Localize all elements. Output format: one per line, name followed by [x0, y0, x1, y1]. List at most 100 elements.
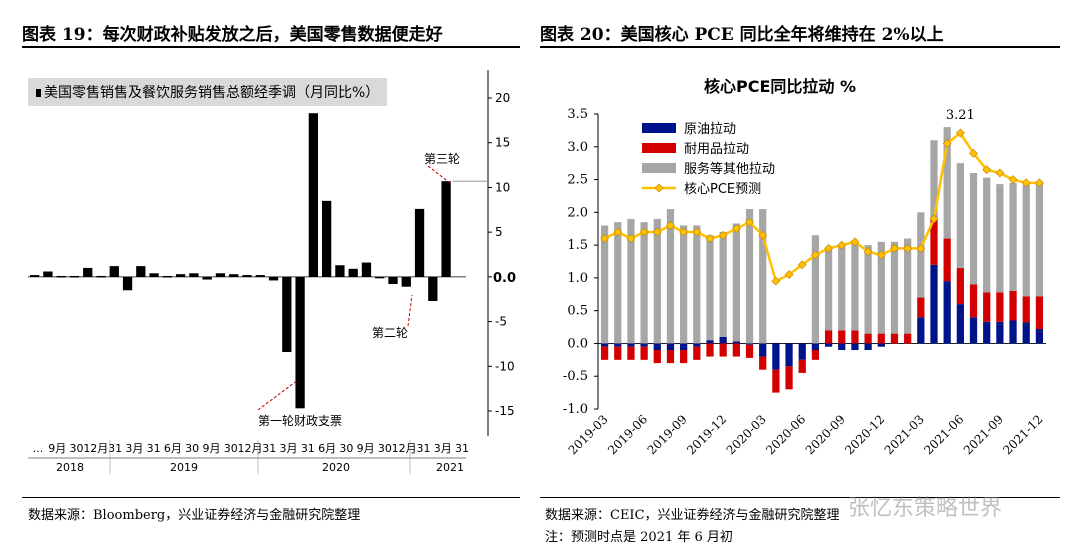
right-bar-segment [680, 350, 688, 364]
right-bar-segment [996, 321, 1004, 344]
right-forecast-marker [890, 243, 899, 253]
right-bar-segment [653, 350, 661, 364]
left-y-tick-label: 15 [495, 136, 510, 150]
right-bar-segment [1009, 291, 1017, 321]
right-forecast-marker [771, 276, 781, 286]
right-forecast-line [604, 131, 1040, 283]
left-bar [175, 274, 186, 277]
right-forecast-marker [1008, 175, 1018, 184]
left-x-tick-label: 31 [147, 442, 161, 455]
right-bar-segment [759, 343, 767, 357]
right-bar-segment [838, 245, 846, 331]
right-bar-segment [904, 238, 912, 334]
right-forecast-marker [876, 250, 886, 260]
left-year-label: 2021 [436, 461, 464, 474]
left-bottom-rule [22, 497, 520, 498]
right-bar-segment [614, 222, 622, 344]
right-bar-segment [838, 343, 846, 350]
left-x-tick-label: 9月 [202, 442, 220, 455]
right-bar-segment [680, 225, 688, 344]
left-x-tick-label: 31 [455, 442, 469, 455]
left-annotation-round3: 第三轮 [424, 152, 460, 166]
right-bar-segment [640, 343, 648, 347]
right-bar-segment [600, 346, 609, 360]
right-bar-segment [785, 343, 793, 367]
right-panel-title: 图表 20：美国核心 PCE 同比全年将维持在 2%以上 [540, 25, 944, 45]
right-bar-segment [1022, 184, 1030, 297]
right-bar-segment [983, 321, 991, 344]
left-bar [401, 276, 411, 287]
left-bar [348, 268, 358, 277]
right-forecast-marker [982, 165, 992, 175]
left-x-tick-label: 30 [185, 442, 199, 455]
left-bar [335, 265, 345, 277]
right-bar-segment [811, 350, 820, 360]
right-title-rule [540, 46, 1060, 48]
left-bar [308, 113, 319, 277]
right-bar-segment [785, 366, 793, 390]
right-bar-segment [983, 292, 991, 322]
left-year-label: 2018 [56, 461, 84, 474]
left-y-tick-label: 20 [495, 91, 510, 105]
right-x-tick-label: 2019-03 [566, 412, 611, 457]
left-y-tick-label: 10 [495, 180, 510, 194]
right-bar-segment [640, 346, 648, 360]
right-bar-segment [759, 209, 767, 344]
left-bar [29, 275, 40, 277]
right-bar-segment [1035, 296, 1044, 330]
right-bar-segment [600, 343, 609, 347]
right-bar-segment [693, 225, 701, 344]
right-legend-line-marker [654, 183, 664, 193]
right-bar-segment [851, 241, 859, 331]
right-bar-segment [917, 317, 925, 344]
left-legend-label: 美国零售销售及餐饮服务销售总额经季调（月同比%） [44, 85, 380, 101]
right-bar-segment [614, 343, 622, 347]
right-forecast-marker [797, 260, 807, 270]
left-x-tick-label: 12月 [83, 442, 108, 455]
right-bar-segment [732, 343, 740, 357]
right-legend-swatch [642, 163, 676, 173]
right-bar-segment [811, 343, 820, 350]
left-bar [242, 275, 252, 277]
left-bar [361, 262, 372, 277]
right-bar-segment [680, 343, 688, 350]
left-bar [56, 275, 66, 278]
right-bar-segment [877, 343, 885, 347]
right-bar-segment [798, 343, 806, 360]
right-bar-segment [745, 209, 754, 344]
left-x-tick-label: 31 [416, 442, 430, 455]
right-bar-segment [627, 343, 635, 347]
right-bar-segment [614, 346, 622, 360]
right-y-tick-label: 2.5 [567, 173, 588, 188]
right-y-tick-label: 0.0 [567, 336, 588, 351]
right-source: 数据来源：CEIC，兴业证券经济与金融研究院整理 [545, 508, 840, 523]
left-bar [215, 273, 226, 277]
right-bar-segment [969, 284, 978, 318]
left-x-tick-label: 3月 [280, 442, 298, 455]
left-year-label: 2020 [322, 461, 350, 474]
right-bar-segment [653, 218, 661, 344]
left-y-tick-label: -15 [495, 404, 515, 418]
right-forecast-marker [916, 243, 926, 253]
right-forecast-marker [705, 234, 715, 243]
right-bar-segment [732, 223, 740, 342]
right-legend-label: 耐用品拉动 [684, 142, 749, 157]
right-x-tick-label: 2019-06 [605, 412, 650, 457]
right-bar-segment [1035, 329, 1044, 344]
right-forecast-marker [850, 237, 860, 247]
left-annotation-arrow1 [257, 379, 299, 411]
right-legend-label: 核心PCE预测 [684, 182, 761, 197]
right-x-tick-label: 2019-09 [645, 412, 690, 457]
right-forecast-marker [863, 247, 873, 257]
left-x-tick-label: 9月 [48, 442, 66, 455]
right-bar-segment [627, 218, 635, 344]
left-bar [388, 276, 398, 285]
left-bar [189, 273, 199, 277]
left-bar [441, 181, 451, 277]
right-bar-segment [983, 177, 991, 293]
right-legend-swatch [642, 143, 676, 153]
left-annotation-arrow2 [407, 294, 413, 327]
left-bar [162, 275, 173, 278]
right-forecast-marker [995, 168, 1005, 178]
left-bar [229, 274, 239, 277]
